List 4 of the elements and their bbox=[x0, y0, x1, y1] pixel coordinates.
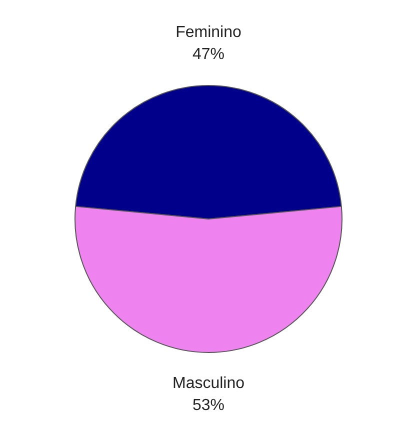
slice-label: Feminino bbox=[176, 24, 242, 41]
data-label: 53% bbox=[192, 396, 225, 414]
data-label: 47% bbox=[192, 46, 225, 63]
slice-label: Masculino bbox=[172, 374, 245, 392]
